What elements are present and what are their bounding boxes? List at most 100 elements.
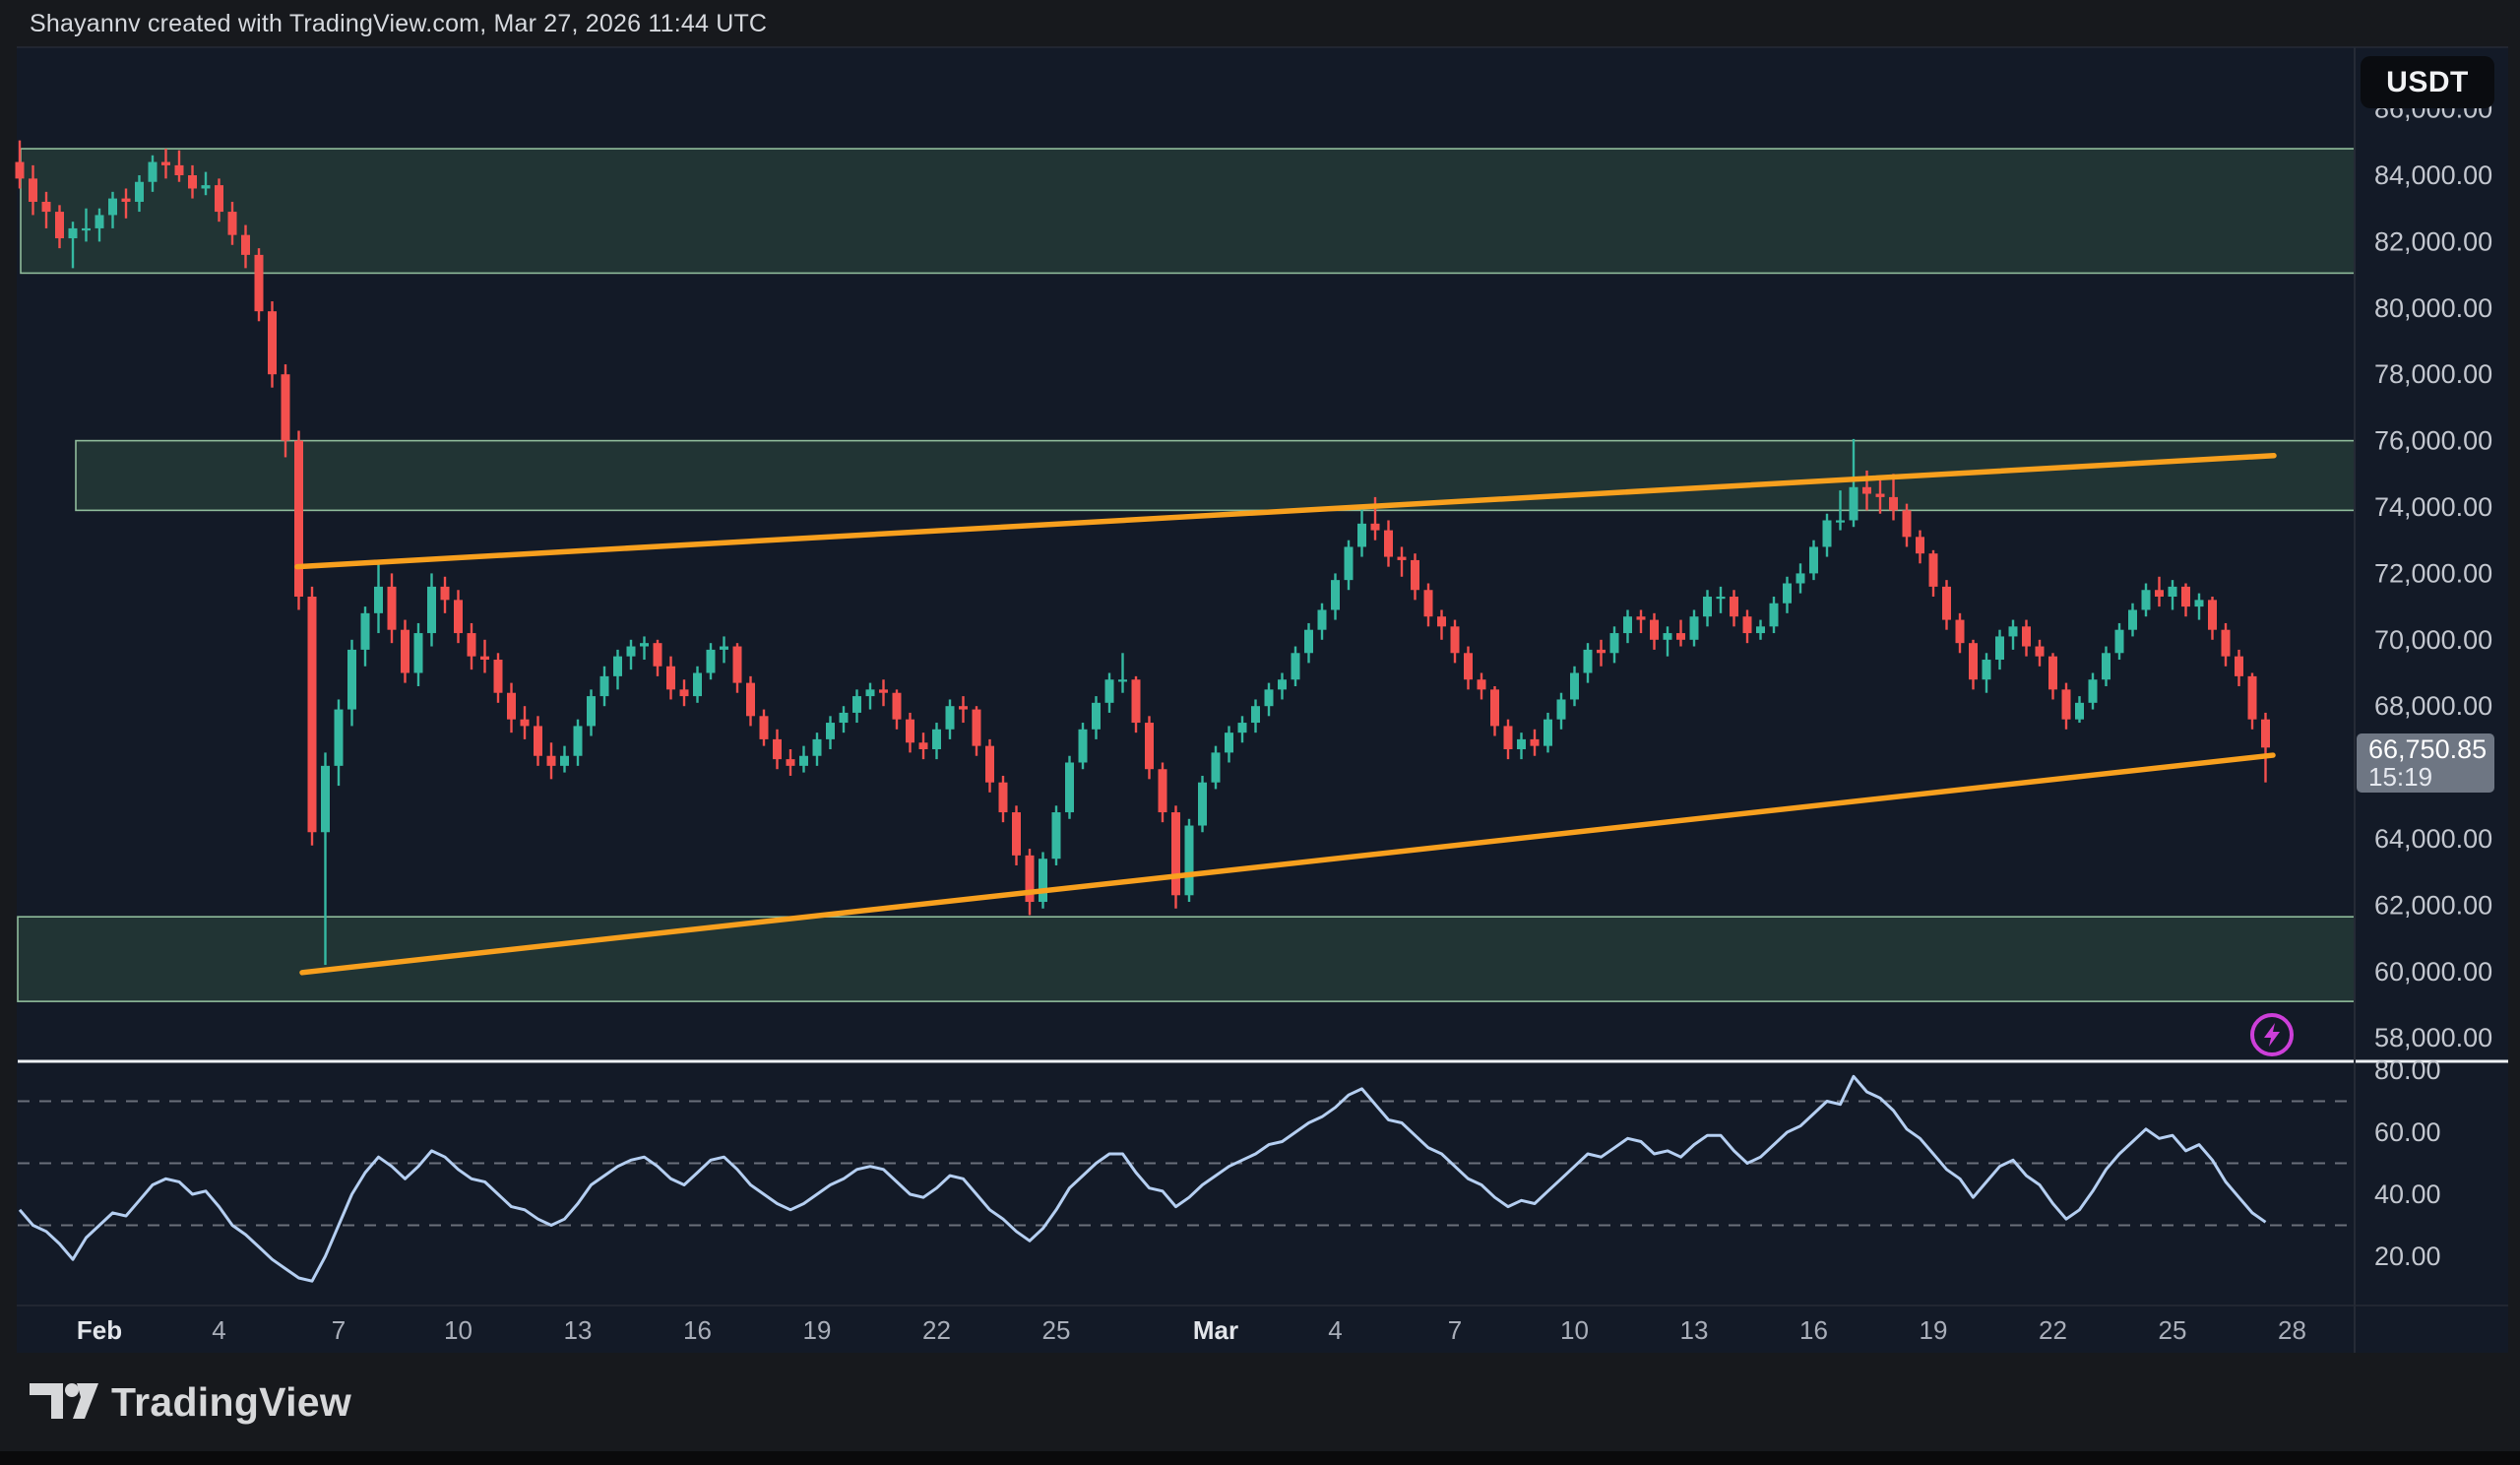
candle: [1663, 626, 1672, 657]
mid-resistance-zone: [75, 439, 2356, 512]
candle: [1796, 563, 1805, 594]
candle: [1370, 496, 1380, 541]
candle: [1982, 653, 1991, 693]
attribution-text: Shayannv created with TradingView.com, M…: [30, 9, 768, 37]
price-axis-label: 72,000.00: [2374, 558, 2492, 588]
candle-countdown: 15:19: [2368, 762, 2433, 792]
candle: [440, 576, 450, 613]
candle: [1809, 540, 1818, 581]
footer: TradingView: [0, 1353, 2520, 1451]
candle: [427, 573, 436, 647]
quote-currency-label: USDT: [2386, 65, 2469, 98]
candle: [1650, 612, 1659, 650]
price-axis-label: 76,000.00: [2374, 426, 2492, 456]
candle: [174, 150, 184, 182]
time-axis-label: 4: [1328, 1315, 1342, 1345]
candle: [839, 706, 849, 733]
time-axis-labels: Feb 4 7 10 13 16 19 22 25 Mar 4 7 10 13 16 19 22 25 28: [77, 1315, 2306, 1345]
bottom-strip: [0, 1451, 2520, 1465]
candle: [135, 175, 144, 213]
candle: [706, 643, 716, 680]
candle: [2022, 619, 2031, 657]
time-axis-label: 13: [564, 1315, 593, 1345]
time-axis-label: 22: [2039, 1315, 2067, 1345]
candle: [454, 590, 463, 644]
candle: [281, 364, 290, 458]
rsi-pane[interactable]: [17, 1061, 2355, 1306]
price-axis-label: 60,000.00: [2374, 957, 2492, 987]
candle: [1145, 716, 1154, 780]
candle: [1756, 619, 1765, 640]
rsi-scale-label: 60.00: [2374, 1117, 2441, 1147]
candle: [2261, 712, 2270, 783]
rsi-scale-labels: 80.00 60.00 40.00 20.00: [2374, 1055, 2441, 1271]
candle: [1118, 653, 1127, 693]
candle: [401, 619, 410, 683]
price-axis-label: 64,000.00: [2374, 824, 2492, 854]
candle: [29, 164, 37, 216]
candle: [2194, 593, 2204, 620]
candle: [1676, 619, 1685, 647]
last-price-value: 66,750.85: [2368, 734, 2488, 764]
candle: [599, 666, 609, 707]
candle: [773, 729, 782, 770]
candle: [959, 696, 968, 724]
price-scale[interactable]: [2355, 47, 2508, 1306]
price-axis-label: 82,000.00: [2374, 226, 2492, 256]
candle: [2141, 583, 2151, 617]
time-axis-label: 25: [1042, 1315, 1071, 1345]
tradingview-logo[interactable]: TradingView: [30, 1379, 351, 1426]
time-axis-label: Mar: [1193, 1315, 1238, 1345]
candle: [480, 639, 489, 673]
candle: [786, 749, 795, 776]
candle: [985, 738, 994, 793]
lower-channel-line: [299, 752, 2276, 976]
candle: [865, 682, 875, 710]
candle: [1131, 675, 1141, 733]
candle: [2181, 583, 2190, 617]
candle: [94, 208, 104, 242]
candle: [1955, 612, 1965, 654]
candle: [2221, 622, 2231, 667]
candle: [746, 675, 755, 727]
candle: [1051, 805, 1061, 865]
price-axis-label: 74,000.00: [2374, 492, 2492, 522]
main-chart-pane[interactable]: [17, 47, 2355, 1061]
candle: [1716, 586, 1726, 613]
candle: [121, 188, 131, 219]
candle: [2168, 580, 2177, 610]
candles: [15, 140, 2270, 966]
candle: [1012, 805, 1021, 865]
time-axis-label: 16: [683, 1315, 712, 1345]
supply-demand-zones: [17, 148, 2356, 1002]
candle: [534, 716, 542, 766]
candle: [812, 732, 822, 766]
attribution-bar: Shayannv created with TradingView.com, M…: [0, 0, 2520, 47]
candle: [55, 205, 64, 249]
price-axis-label: 62,000.00: [2374, 890, 2492, 920]
candle: [493, 653, 503, 703]
time-axis-label: 28: [2278, 1315, 2306, 1345]
boost-button[interactable]: [2248, 1011, 2296, 1058]
candle: [1623, 609, 1632, 644]
candle: [1198, 775, 1207, 833]
candle: [918, 732, 928, 760]
time-axis-label: 13: [1680, 1315, 1709, 1345]
time-scale[interactable]: [17, 1306, 2508, 1353]
candle: [2075, 696, 2084, 724]
candle: [1291, 646, 1300, 686]
time-axis-label: Feb: [77, 1315, 122, 1345]
time-axis-label: 10: [1560, 1315, 1589, 1345]
candle: [1822, 513, 1832, 557]
candle: [254, 248, 264, 322]
quote-currency-button[interactable]: USDT: [2361, 56, 2494, 108]
candle: [268, 301, 277, 388]
candle: [1423, 583, 1433, 627]
candle: [1544, 712, 1552, 753]
candle: [998, 775, 1008, 823]
candle: [360, 606, 370, 667]
candle: [613, 649, 622, 690]
candle: [799, 745, 808, 773]
candle: [108, 191, 117, 228]
